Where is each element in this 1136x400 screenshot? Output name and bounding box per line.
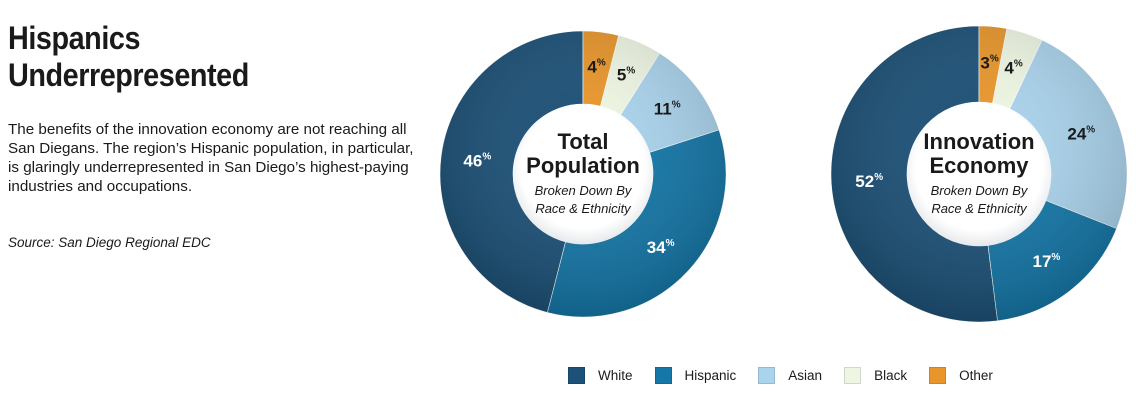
legend-item-asian: Asian [758, 366, 823, 384]
chart-subtitle-line-2: Race & Ethnicity [535, 201, 632, 216]
legend-label-black: Black [874, 367, 908, 383]
donut-hole [907, 102, 1051, 246]
chart-legend: White Hispanic Asian Black Other [568, 365, 1015, 385]
chart-title-line-1: Total [558, 129, 609, 154]
page-title: Hispanics Underrepresented [8, 20, 332, 94]
legend-swatch-white [568, 366, 585, 384]
value-label-other: 4% [587, 57, 605, 76]
legend-item-black: Black [844, 366, 908, 384]
legend-swatch-hispanic [654, 366, 672, 384]
value-label-black: 4% [1004, 58, 1022, 77]
value-label-hispanic: 17% [1033, 252, 1061, 271]
value-label-white: 52% [855, 172, 883, 191]
legend-label-other: Other [959, 367, 993, 383]
value-label-asian: 24% [1067, 125, 1095, 144]
source-note: Source: San Diego Regional EDC [8, 235, 211, 250]
legend-item-other: Other [929, 366, 993, 384]
legend-label-hispanic: Hispanic [684, 367, 737, 383]
value-label-white: 46% [463, 152, 491, 171]
title-line-1: Hispanics [8, 20, 141, 56]
value-label-other: 3% [980, 53, 998, 72]
value-label-hispanic: 34% [647, 238, 675, 257]
chart-subtitle-line-1: Broken Down By [535, 183, 633, 198]
chart-title-line-2: Population [526, 153, 640, 178]
legend-item-white: White [568, 366, 633, 384]
description-text: The benefits of the innovation economy a… [8, 121, 414, 195]
legend-label-asian: Asian [788, 367, 823, 383]
title-line-2: Underrepresented [8, 57, 249, 93]
legend-swatch-black [844, 366, 862, 384]
chart-subtitle-line-2: Race & Ethnicity [931, 201, 1028, 216]
value-label-black: 5% [617, 65, 635, 84]
legend-label-white: White [598, 367, 633, 383]
legend-swatch-other [929, 366, 947, 384]
chart-title-line-1: Innovation [923, 129, 1034, 154]
chart-title-line-2: Economy [929, 153, 1029, 178]
chart-subtitle-line-1: Broken Down By [931, 183, 1029, 198]
value-label-asian: 11% [654, 100, 681, 119]
legend-item-hispanic: Hispanic [654, 366, 737, 384]
donut-hole [513, 104, 653, 244]
legend-swatch-asian [758, 366, 776, 384]
